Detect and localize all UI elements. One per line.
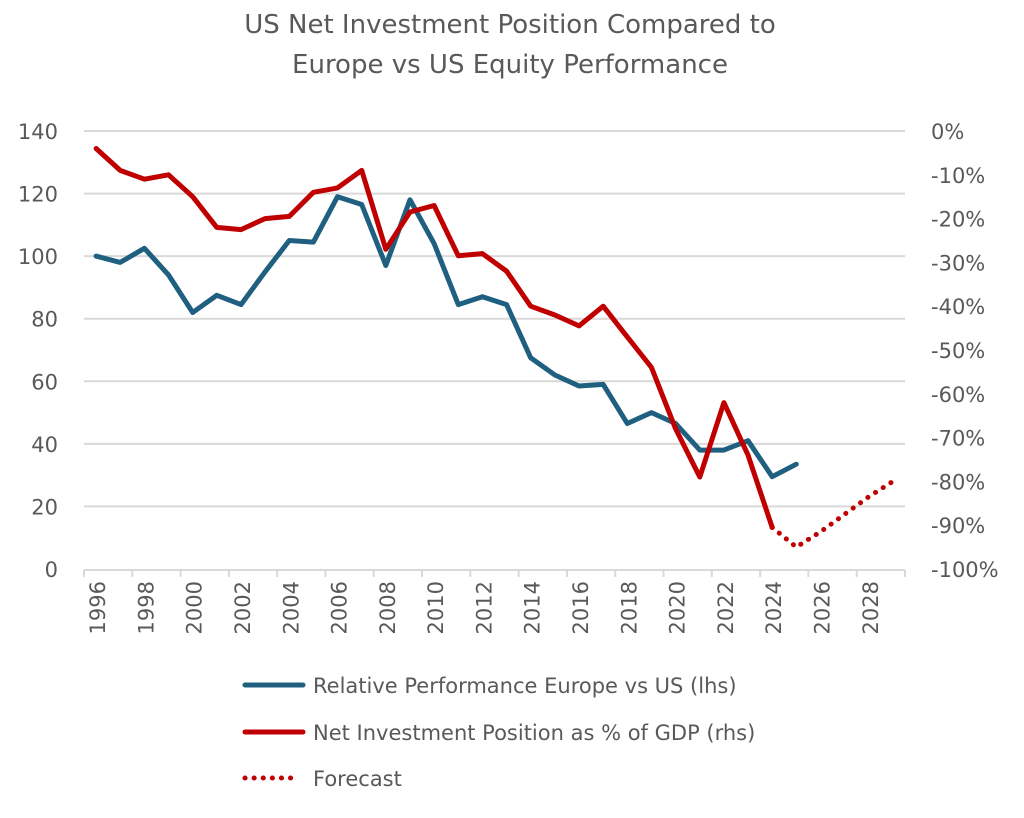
x-tick-label: 2000 [183,581,207,634]
series-line-net-investment-position [93,146,775,530]
title-line-1: US Net Investment Position Compared to [244,10,776,40]
x-axis: 1996 1998 2000 2002 2004 2006 2008 2010 2012 2014… [83,569,906,634]
x-tick-label: 2008 [376,581,400,634]
y-right-tick-label: -80% [931,470,985,494]
y-right-tick-label: -60% [931,383,985,407]
title-line-2: Europe vs US Equity Performance [292,50,728,80]
series-line-relative-performance [93,194,799,480]
y-axis-left: 0 20 40 60 80 100 120 140 [18,120,58,582]
legend-item-net-investment-position: Net Investment Position as % of GDP (rhs… [242,721,755,745]
legend-label-net-investment-position: Net Investment Position as % of GDP (rhs… [313,721,755,745]
x-tick-label: 2020 [666,581,690,634]
x-tick-label: 2006 [328,581,352,634]
x-tick-label: 1998 [134,581,158,634]
legend-label-forecast: Forecast [313,767,402,791]
legend-label-relative-performance: Relative Performance Europe vs US (lhs) [313,674,737,698]
y-left-tick-label: 100 [18,245,58,269]
y-right-tick-label: -10% [931,164,985,188]
y-left-tick-label: 40 [31,433,58,457]
legend: Relative Performance Europe vs US (lhs) N… [242,674,755,791]
y-right-tick-label: -70% [931,427,985,451]
x-tick-label: 2018 [617,581,641,634]
legend-item-relative-performance: Relative Performance Europe vs US (lhs) [242,674,737,698]
y-right-tick-label: -50% [931,339,985,363]
y-left-tick-label: 80 [31,308,58,332]
x-tick-label: 1996 [86,581,110,634]
x-tick-label: 2012 [472,581,496,634]
y-left-tick-label: 60 [31,370,58,394]
x-tick-label: 2024 [762,581,786,634]
y-left-tick-label: 140 [18,120,58,144]
y-right-tick-label: -20% [931,208,985,232]
x-tick-label: 2022 [714,581,738,634]
chart-title: US Net Investment Position Compared to E… [244,10,776,80]
series-group [93,146,896,550]
y-right-tick-label: -100% [931,558,999,582]
y-right-tick-label: -40% [931,295,985,319]
y-axis-right: 0% -10% -20% -30% -40% -50% -60% -70% -80% -90% -1… [931,120,999,582]
legend-item-forecast: Forecast [242,767,402,791]
y-right-tick-label: -30% [931,251,985,275]
y-left-tick-label: 0 [45,558,58,582]
gridlines [84,130,905,508]
x-tick-label: 2028 [859,581,883,634]
x-tick-label: 2010 [424,581,448,634]
x-tick-label: 2014 [521,581,545,634]
series-line-forecast [769,478,896,550]
x-tick-label: 2002 [231,581,255,634]
x-tick-label: 2026 [810,581,834,634]
y-right-tick-label: -90% [931,514,985,538]
x-tick-label: 2004 [279,581,303,634]
x-tick-label: 2016 [569,581,593,634]
y-left-tick-label: 120 [18,183,58,207]
y-left-tick-label: 20 [31,495,58,519]
y-right-tick-label: 0% [931,120,964,144]
